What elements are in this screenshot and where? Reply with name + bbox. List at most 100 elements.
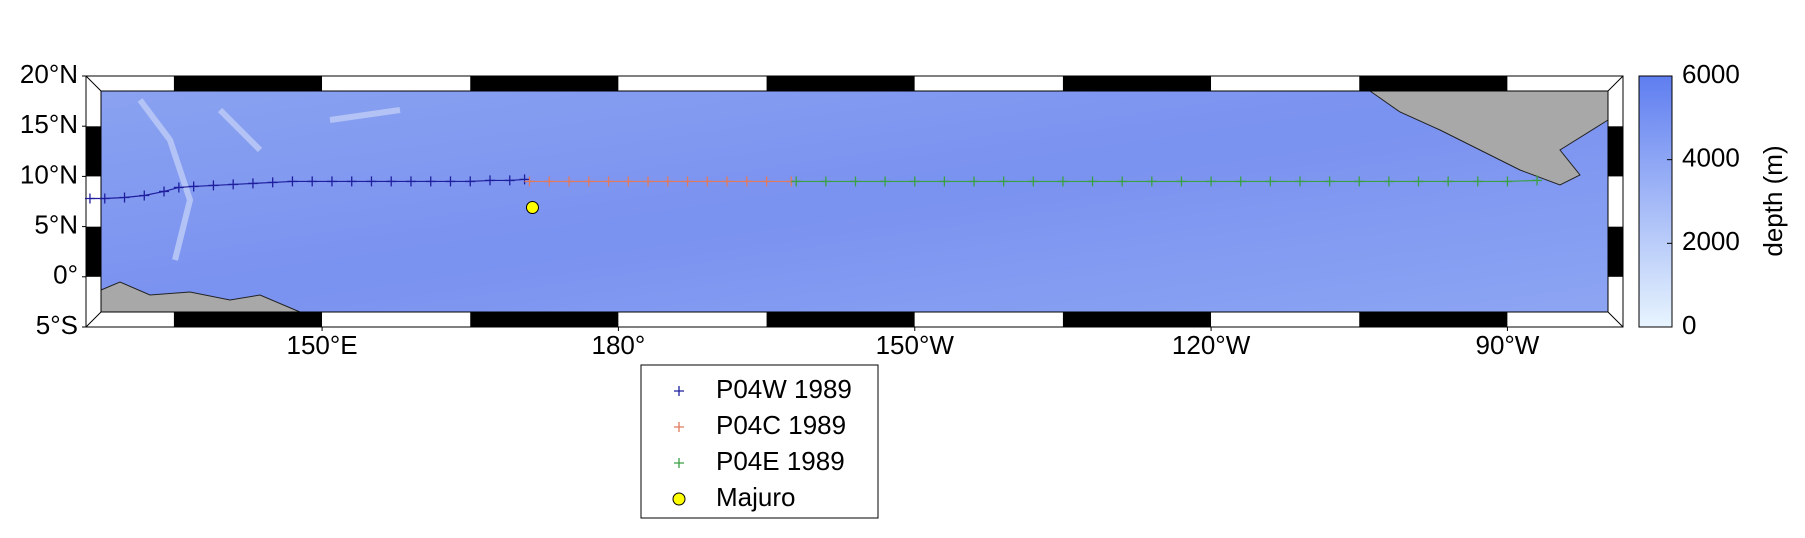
- station-marker-shape: [188, 181, 199, 192]
- station-marker: [159, 186, 170, 197]
- colorbar: 0 2000 4000 6000: [1638, 59, 1740, 340]
- border-segment: [1608, 176, 1623, 227]
- station-marker: [425, 176, 436, 187]
- border-segment: [1211, 76, 1360, 91]
- station-marker: [1028, 176, 1039, 187]
- station-marker: [1176, 176, 1187, 187]
- station-marker: [674, 422, 684, 432]
- border-segment: [86, 312, 174, 327]
- border-segment: [173, 312, 323, 327]
- station-marker: [208, 180, 219, 191]
- station-marker-shape: [1354, 176, 1365, 187]
- station-marker-shape: [1472, 176, 1483, 187]
- station-marker-shape: [228, 179, 239, 190]
- station-marker: [564, 176, 575, 187]
- border-segment: [914, 312, 1063, 327]
- station-marker-shape: [909, 176, 920, 187]
- frame-corner: [1607, 75, 1624, 92]
- station-marker: [1117, 176, 1128, 187]
- x-tick-label: 120°W: [1172, 330, 1251, 360]
- station-marker: [99, 193, 110, 204]
- station-marker-shape: [998, 176, 1009, 187]
- station-marker: [139, 190, 150, 201]
- border-segment: [86, 76, 174, 91]
- station-marker-shape: [1176, 176, 1187, 187]
- frame-corner: [1607, 311, 1624, 328]
- station-marker-shape: [119, 192, 130, 203]
- station-marker: [247, 178, 258, 189]
- station-marker-shape: [722, 176, 733, 187]
- station-marker-shape: [1502, 176, 1513, 187]
- legend-marker: [672, 492, 686, 506]
- station-marker: [405, 176, 416, 187]
- border-segment: [86, 126, 101, 177]
- station-marker-shape: [524, 176, 535, 187]
- station-marker-shape: [662, 176, 673, 187]
- station-marker-shape: [208, 180, 219, 191]
- station-marker-shape: [1206, 176, 1217, 187]
- station-marker: [583, 176, 594, 187]
- legend-label: P04W 1989: [716, 374, 852, 404]
- station-marker: [1206, 176, 1217, 187]
- border-segment: [86, 76, 101, 127]
- station-marker: [682, 176, 693, 187]
- station-marker-shape: [1413, 176, 1424, 187]
- station-marker-shape: [603, 176, 614, 187]
- station-marker: [1324, 176, 1335, 187]
- ocean: [101, 91, 1608, 312]
- station-marker-shape: [1443, 176, 1454, 187]
- station-marker: [791, 176, 802, 187]
- station-marker-shape: [1235, 176, 1246, 187]
- station-marker: [623, 176, 634, 187]
- station-marker: [761, 176, 772, 187]
- x-tick-label: 90°W: [1475, 330, 1539, 360]
- station-marker-shape: [84, 193, 95, 204]
- station-marker: [722, 176, 733, 187]
- station-marker: [1354, 176, 1365, 187]
- station-marker: [674, 458, 684, 468]
- border-segment: [322, 76, 471, 91]
- x-tick-label: 150°E: [287, 330, 358, 360]
- station-marker: [1472, 176, 1483, 187]
- border-segment: [470, 312, 619, 327]
- border-segment: [1062, 76, 1212, 91]
- station-marker-shape: [643, 176, 654, 187]
- station-marker: [326, 176, 337, 187]
- legend-label: P04C 1989: [716, 410, 846, 440]
- station-marker: [465, 176, 476, 187]
- border-segment: [1507, 312, 1623, 327]
- station-marker: [287, 176, 298, 187]
- colorbar-tick-label: 2000: [1682, 226, 1740, 256]
- station-marker-shape: [674, 422, 684, 432]
- border-segment: [86, 226, 101, 277]
- station-marker: [519, 174, 530, 185]
- border-segment: [1608, 226, 1623, 277]
- colorbar-label: depth (m): [1758, 145, 1788, 256]
- legend-label: Majuro: [716, 482, 795, 512]
- station-marker-shape: [1146, 176, 1157, 187]
- border-segment: [618, 76, 767, 91]
- station-marker-shape: [791, 176, 802, 187]
- border-segment: [1359, 76, 1508, 91]
- station-marker-shape: [519, 174, 530, 185]
- station-marker: [307, 176, 318, 187]
- station-marker-shape: [741, 176, 752, 187]
- colorbar-tick-label: 6000: [1682, 59, 1740, 89]
- station-marker-shape: [287, 176, 298, 187]
- station-marker: [119, 192, 130, 203]
- station-marker: [603, 176, 614, 187]
- station-marker: [820, 176, 831, 187]
- station-marker: [1502, 176, 1513, 187]
- border-segment: [1211, 312, 1360, 327]
- station-marker-shape: [139, 190, 150, 201]
- y-tick-label: 5°N: [34, 209, 78, 239]
- station-marker: [1146, 176, 1157, 187]
- station-marker-shape: [1383, 176, 1394, 187]
- frame-corner: [85, 311, 102, 328]
- bathymetry-feature: [137, 98, 401, 261]
- station-marker-shape: [366, 176, 377, 187]
- station-marker-shape: [386, 176, 397, 187]
- station-marker: [880, 176, 891, 187]
- station-marker-shape: [939, 176, 950, 187]
